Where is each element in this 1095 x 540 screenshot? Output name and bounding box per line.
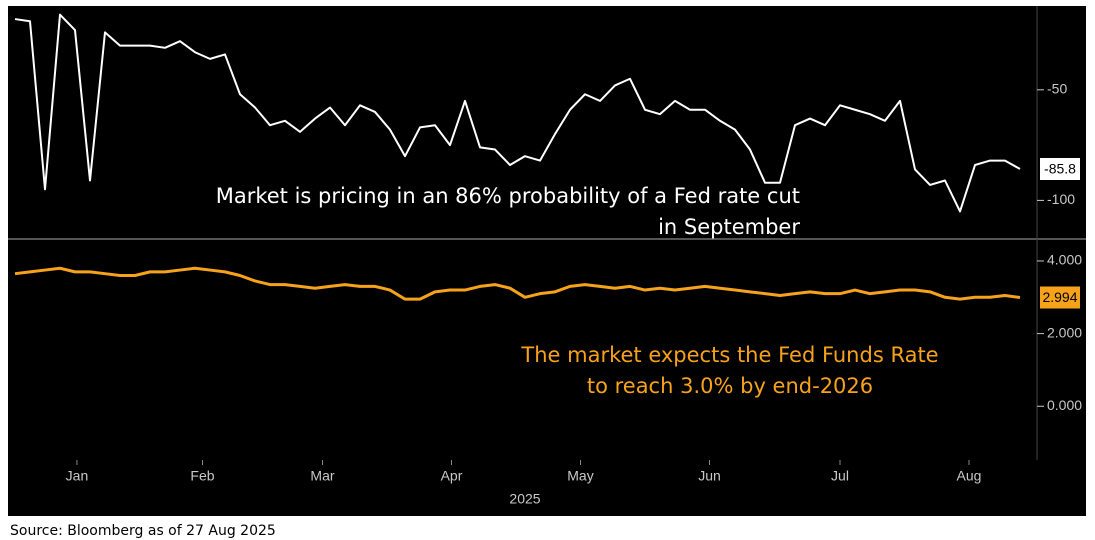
last-value-label: 2.994 [1042, 289, 1077, 305]
x-tick-label: Feb [190, 468, 214, 484]
y-tick-label: 2.000 [1047, 324, 1082, 340]
x-tick-label: May [567, 468, 593, 484]
last-value-label: -85.8 [1044, 161, 1076, 177]
annotation: Market is pricing in an 86% probability … [216, 184, 800, 208]
x-tick-label: Aug [957, 468, 982, 484]
data-line [14, 266, 1021, 301]
source: Source: Bloomberg as of 27 Aug 2025 [10, 523, 276, 539]
annotation: in September [658, 215, 800, 239]
y-tick-label: -50 [1047, 81, 1067, 97]
y-tick-label: 0.000 [1047, 397, 1082, 413]
chart-background [8, 6, 1086, 516]
y-tick-label: 4.000 [1047, 252, 1082, 268]
last-value-box [1040, 286, 1080, 309]
y-tick-label: -100 [1047, 191, 1075, 207]
x-tick-label: Jul [831, 468, 849, 484]
annotation: to reach 3.0% by end-2026 [587, 374, 873, 398]
x-tick-label: Mar [310, 468, 334, 484]
data-line [14, 13, 1021, 213]
x-tick-label: Jun [698, 468, 721, 484]
x-axis-label: 2025 [509, 491, 540, 507]
x-tick-label: Apr [441, 468, 463, 484]
last-value-box [1040, 158, 1080, 180]
x-tick-label: Jan [66, 468, 89, 484]
annotation: The market expects the Fed Funds Rate [520, 343, 938, 367]
